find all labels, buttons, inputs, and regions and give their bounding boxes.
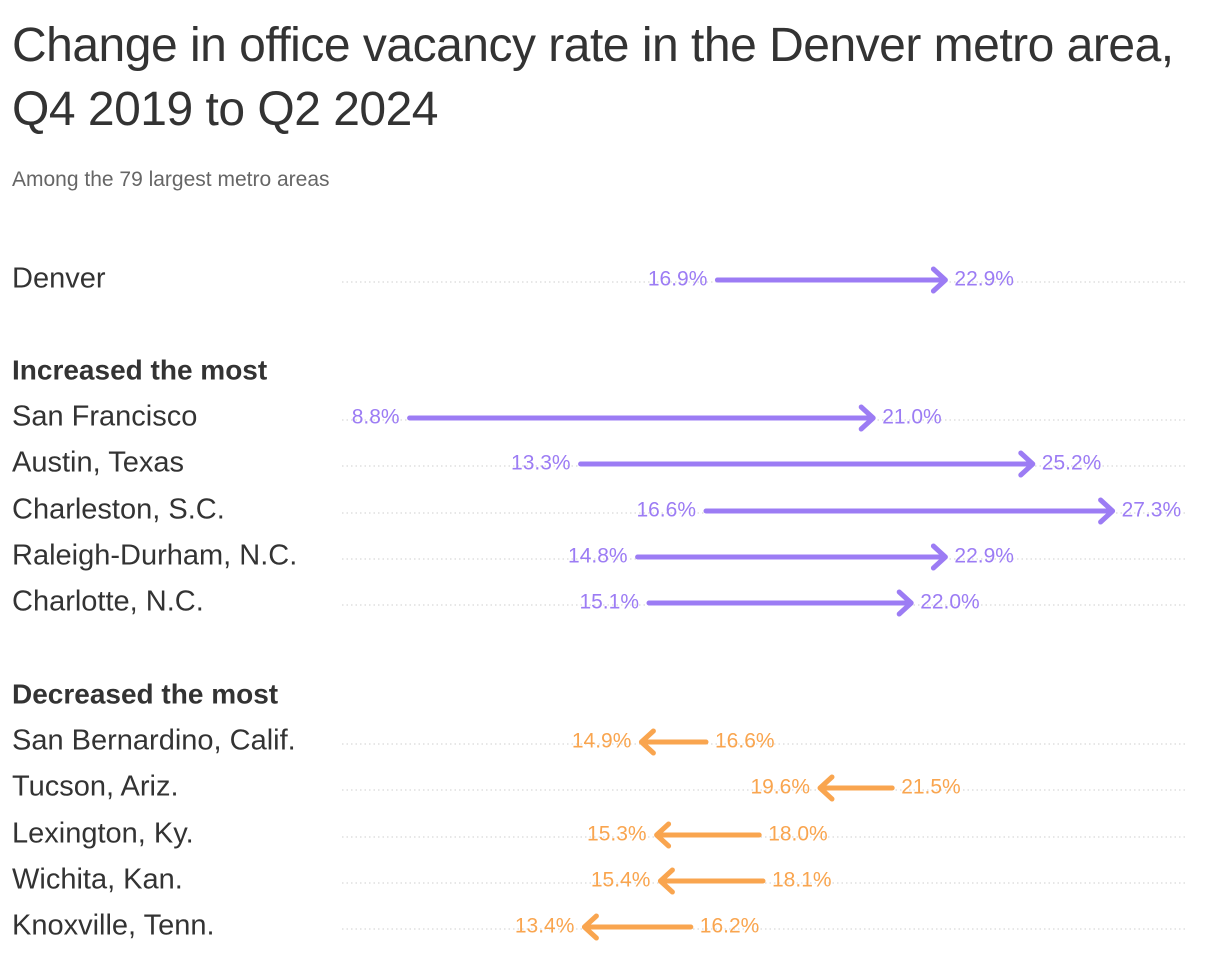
arrow-head	[638, 728, 656, 756]
row-label: Knoxville, Tenn.	[12, 910, 215, 942]
value-label-low: 14.8%	[568, 545, 628, 568]
value-label-high: 18.1%	[772, 869, 832, 892]
arrow-head	[581, 913, 599, 941]
row-label: Wichita, Kan.	[12, 864, 183, 896]
value-label-high: 22.9%	[954, 268, 1014, 291]
value-label-low: 15.1%	[579, 591, 639, 614]
row-label: San Francisco	[12, 401, 197, 433]
arrow-head	[896, 589, 914, 617]
arrow-head	[1018, 450, 1036, 478]
row-label: San Bernardino, Calif.	[12, 725, 296, 757]
arrow-head	[654, 821, 672, 849]
section-label: Decreased the most	[12, 678, 278, 709]
value-label-low: 13.4%	[515, 915, 575, 938]
value-label-low: 14.9%	[572, 730, 632, 753]
chart-subtitle: Among the 79 largest metro areas	[12, 168, 330, 191]
value-label-low: 16.6%	[636, 499, 696, 522]
value-label-high: 21.5%	[901, 776, 961, 799]
row-label: Raleigh-Durham, N.C.	[12, 540, 297, 572]
value-label-low: 15.3%	[587, 823, 647, 846]
row-label: Denver	[12, 263, 106, 295]
arrow-head	[858, 404, 876, 432]
value-label-low: 13.3%	[511, 452, 571, 475]
value-label-high: 27.3%	[1122, 499, 1182, 522]
section-label: Increased the most	[12, 354, 267, 385]
row-label: Charleston, S.C.	[12, 494, 225, 526]
value-label-high: 21.0%	[882, 406, 942, 429]
arrow-head	[817, 774, 835, 802]
row-label: Charlotte, N.C.	[12, 586, 204, 618]
value-label-high: 16.6%	[715, 730, 775, 753]
row-label: Lexington, Ky.	[12, 818, 194, 850]
row-label: Tucson, Ariz.	[12, 771, 179, 803]
value-label-high: 22.9%	[954, 545, 1014, 568]
value-label-low: 15.4%	[591, 869, 651, 892]
row-label: Austin, Texas	[12, 447, 184, 479]
value-label-high: 22.0%	[920, 591, 980, 614]
chart-title: Change in office vacancy rate in the Den…	[12, 19, 1174, 136]
arrow-head	[1098, 497, 1116, 525]
value-label-low: 8.8%	[352, 406, 400, 429]
value-label-low: 19.6%	[750, 776, 810, 799]
arrow-head	[930, 266, 948, 294]
value-label-high: 16.2%	[700, 915, 760, 938]
arrow-head	[657, 867, 675, 895]
arrow-head	[930, 543, 948, 571]
value-label-high: 18.0%	[768, 823, 828, 846]
value-label-high: 25.2%	[1042, 452, 1102, 475]
value-label-low: 16.9%	[648, 268, 708, 291]
